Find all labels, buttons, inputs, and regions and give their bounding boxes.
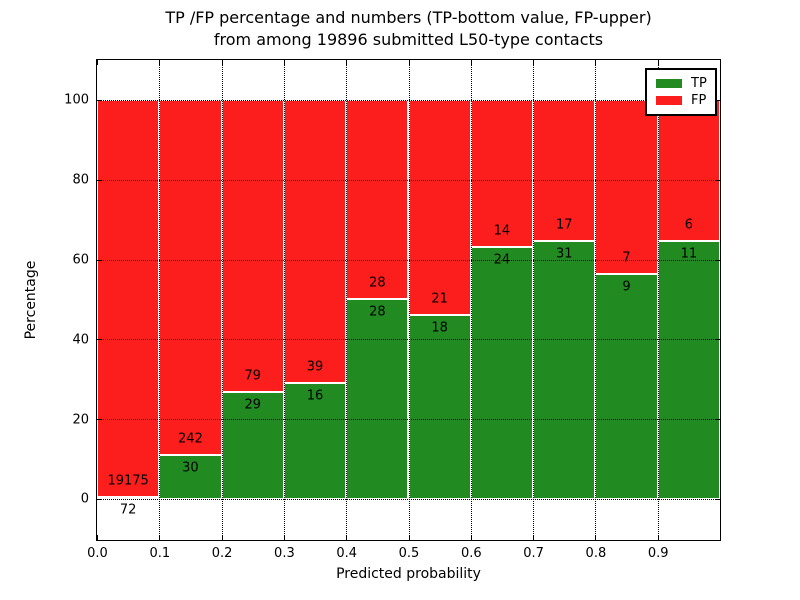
bar-tp-segment	[533, 241, 596, 499]
tp-count-label: 31	[555, 246, 573, 262]
legend-fp-swatch-icon	[656, 96, 682, 105]
legend-label: TP	[691, 76, 707, 91]
bar-fp-segment	[97, 99, 160, 498]
y-tick-label: 100	[64, 92, 89, 108]
x-tick-label: 0.9	[647, 546, 669, 561]
x-tick-label: 0.0	[87, 546, 108, 561]
chart-title-line2: from among 19896 submitted L50-type cont…	[213, 30, 604, 49]
plot-area: 19175 72 242 30 79 29 39 16 28 28 21 18 14 24 17 31 7 9 6 1…	[96, 59, 721, 541]
x-tick-mark	[97, 535, 98, 540]
bar-fp-segment	[283, 99, 347, 383]
tp-count-label: 29	[244, 397, 262, 413]
fp-count-label: 17	[555, 217, 573, 233]
bar-fp-segment	[533, 99, 596, 242]
legend-tp-swatch-icon	[656, 79, 682, 88]
bar-fp-segment	[408, 99, 471, 315]
x-tick-label: 0.7	[523, 546, 544, 561]
tp-count-label: 28	[369, 304, 386, 320]
x-tick-mark	[720, 60, 721, 65]
tp-count-label: 72	[119, 502, 137, 518]
y-tick-label: 20	[72, 412, 89, 428]
bar-tp-segment	[346, 299, 409, 499]
fp-count-label: 242	[178, 431, 203, 447]
tp-count-label: 11	[680, 246, 698, 262]
legend-label: FP	[691, 93, 707, 108]
y-axis-label: Percentage	[23, 260, 39, 340]
bar-tp-segment	[595, 274, 658, 499]
tp-count-label: 16	[306, 388, 324, 404]
x-tick-label: 0.8	[585, 546, 607, 561]
fp-count-label: 14	[493, 223, 511, 239]
fp-count-label: 21	[431, 291, 448, 307]
fp-count-label: 6	[684, 217, 693, 233]
legend-item-tp: TP	[656, 75, 707, 92]
bar-fp-segment	[346, 99, 409, 300]
x-tick-mark	[720, 535, 721, 540]
y-tick-label: 60	[72, 252, 89, 268]
bar-fp-segment	[595, 99, 658, 275]
bar-fp-segment	[159, 99, 222, 455]
bars-layer	[97, 60, 720, 540]
fp-count-label: 19175	[107, 473, 149, 489]
legend-item-fp: FP	[656, 92, 707, 109]
chart-title: TP /FP percentage and numbers (TP-bottom…	[96, 7, 721, 51]
x-tick-label: 0.5	[398, 546, 420, 561]
y-tick-label: 80	[72, 172, 89, 188]
fp-count-label: 39	[306, 359, 324, 375]
bar-tp-segment	[657, 240, 720, 499]
fp-count-label: 79	[244, 368, 262, 384]
x-tick-label: 0.4	[336, 546, 358, 561]
bar-tp-segment	[283, 382, 347, 499]
chart-title-line1: TP /FP percentage and numbers (TP-bottom…	[165, 8, 652, 27]
bar-value-labels-layer: 19175 72 242 30 79 29 39 16 28 28 21 18 14 24 17 31 7 9 6 1…	[97, 60, 720, 540]
x-tick-label: 0.2	[211, 546, 233, 561]
fp-count-label: 28	[369, 275, 386, 291]
tp-count-label: 9	[622, 279, 631, 295]
x-tick-label: 0.6	[460, 546, 482, 561]
y-tick-label: 0	[80, 491, 89, 507]
tp-count-label: 24	[493, 252, 511, 268]
y-tick-label: 40	[72, 332, 89, 348]
fp-count-label: 7	[622, 250, 631, 266]
tp-count-label: 30	[182, 460, 199, 476]
tp-count-label: 18	[431, 320, 448, 336]
bar-tp-segment	[221, 391, 284, 499]
x-tick-label: 0.1	[149, 546, 171, 561]
legend: TP FP	[645, 68, 717, 116]
x-tick-mark	[97, 60, 98, 65]
bar-fp-segment	[470, 99, 534, 247]
x-tick-label: 0.3	[274, 546, 295, 561]
x-axis-label: Predicted probability	[336, 566, 481, 582]
bar-fp-segment	[657, 99, 720, 241]
